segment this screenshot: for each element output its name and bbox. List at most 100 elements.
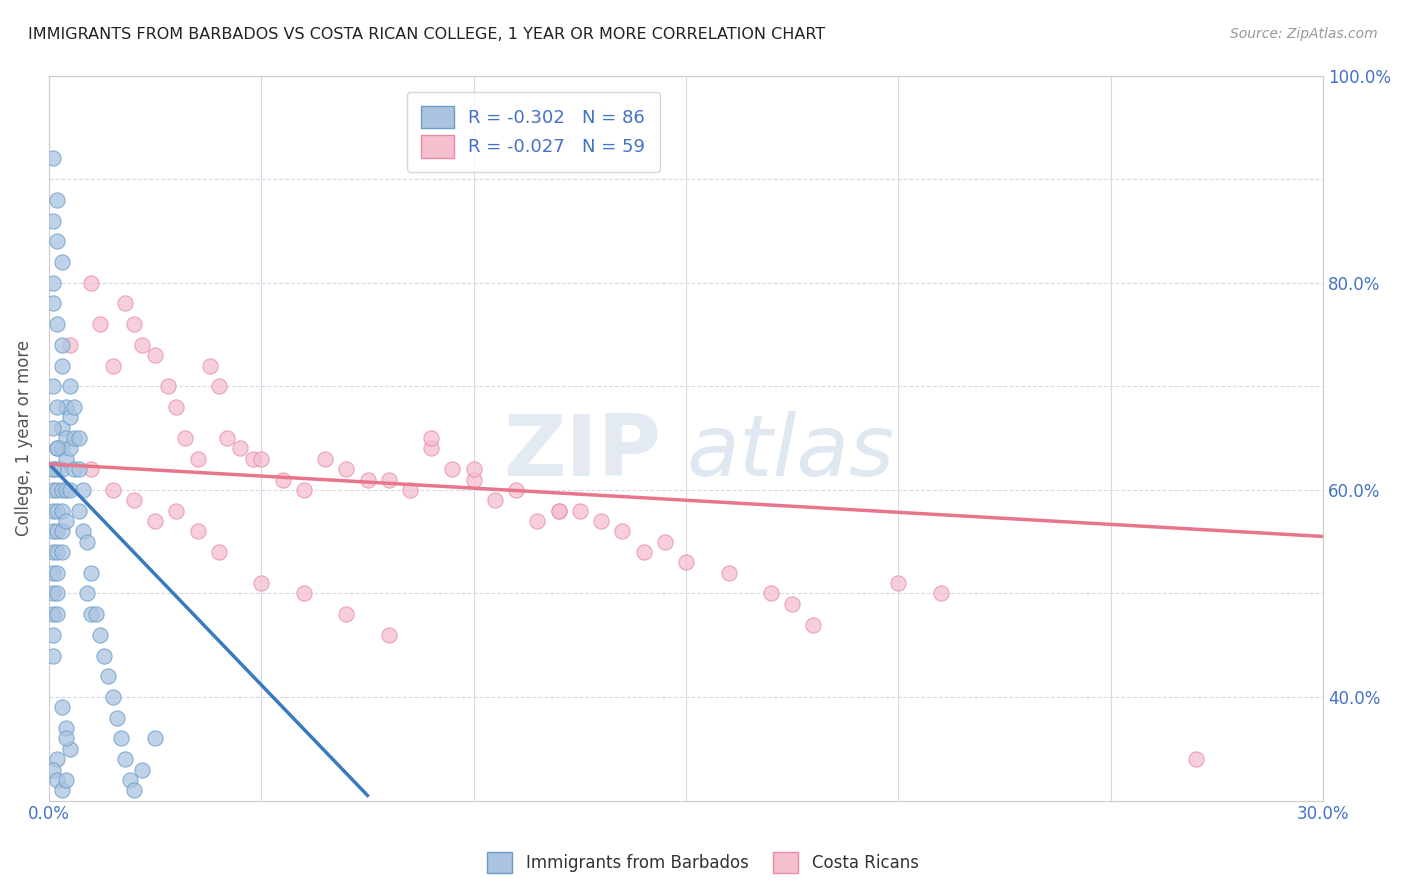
Point [51, 462, 73, 476]
Point [217, 431, 239, 445]
Point [51, 545, 73, 559]
Point [46, 545, 69, 559]
Point [229, 442, 252, 456]
Point [122, 493, 145, 508]
Point [46, 524, 69, 539]
Point [51, 420, 73, 434]
Point [780, 597, 803, 611]
Point [55, 731, 77, 746]
Point [72, 483, 94, 497]
Point [59, 741, 82, 756]
Point [42, 296, 65, 310]
Point [42, 628, 65, 642]
Point [63, 462, 86, 476]
Point [633, 545, 655, 559]
Point [463, 473, 485, 487]
Point [80, 566, 103, 580]
Point [42, 607, 65, 622]
Point [101, 359, 124, 373]
Point [55, 721, 77, 735]
Point [547, 503, 569, 517]
Point [118, 772, 141, 787]
Point [591, 514, 613, 528]
Point [46, 400, 69, 414]
Point [80, 276, 103, 290]
Point [42, 483, 65, 497]
Point [46, 317, 69, 331]
Point [55, 514, 77, 528]
Point [51, 338, 73, 352]
Point [42, 545, 65, 559]
Point [271, 473, 294, 487]
Point [76, 534, 98, 549]
Point [654, 534, 676, 549]
Point [46, 566, 69, 580]
Point [292, 483, 315, 497]
Point [51, 700, 73, 714]
Point [46, 442, 69, 456]
Point [42, 566, 65, 580]
Point [67, 462, 90, 476]
Point [377, 628, 399, 642]
Point [420, 431, 443, 445]
Point [55, 400, 77, 414]
Point [377, 473, 399, 487]
Point [80, 462, 103, 476]
Point [187, 524, 209, 539]
Point [114, 296, 136, 310]
Point [131, 338, 153, 352]
Point [441, 462, 464, 476]
Point [156, 379, 179, 393]
Text: IMMIGRANTS FROM BARBADOS VS COSTA RICAN COLLEGE, 1 YEAR OR MORE CORRELATION CHAR: IMMIGRANTS FROM BARBADOS VS COSTA RICAN … [28, 27, 825, 42]
Point [250, 576, 273, 591]
Point [484, 493, 506, 508]
Point [51, 783, 73, 797]
Point [208, 379, 231, 393]
Point [59, 410, 82, 425]
Point [887, 576, 910, 591]
Point [46, 483, 69, 497]
Point [59, 442, 82, 456]
Point [42, 648, 65, 663]
Point [101, 690, 124, 704]
Point [42, 503, 65, 517]
Point [526, 514, 548, 528]
Point [803, 617, 825, 632]
Point [114, 752, 136, 766]
Point [131, 763, 153, 777]
Point [165, 503, 187, 517]
Point [42, 763, 65, 777]
Point [42, 276, 65, 290]
Point [42, 524, 65, 539]
Point [568, 503, 591, 517]
Point [72, 524, 94, 539]
Point [143, 348, 166, 362]
Point [173, 431, 195, 445]
Point [55, 483, 77, 497]
Point [335, 462, 357, 476]
Point [929, 586, 952, 600]
Point [122, 783, 145, 797]
Point [42, 462, 65, 476]
Point [143, 514, 166, 528]
Point [93, 648, 115, 663]
Point [314, 451, 336, 466]
Point [46, 462, 69, 476]
Point [51, 359, 73, 373]
Point [46, 503, 69, 517]
Point [51, 483, 73, 497]
Point [89, 628, 111, 642]
Point [59, 338, 82, 352]
Point [46, 772, 69, 787]
Point [122, 317, 145, 331]
Point [46, 586, 69, 600]
Legend: Immigrants from Barbados, Costa Ricans: Immigrants from Barbados, Costa Ricans [481, 846, 925, 880]
Point [399, 483, 422, 497]
Point [46, 193, 69, 207]
Point [110, 731, 132, 746]
Point [55, 431, 77, 445]
Point [292, 586, 315, 600]
Point [675, 555, 697, 569]
Point [51, 442, 73, 456]
Point [51, 524, 73, 539]
